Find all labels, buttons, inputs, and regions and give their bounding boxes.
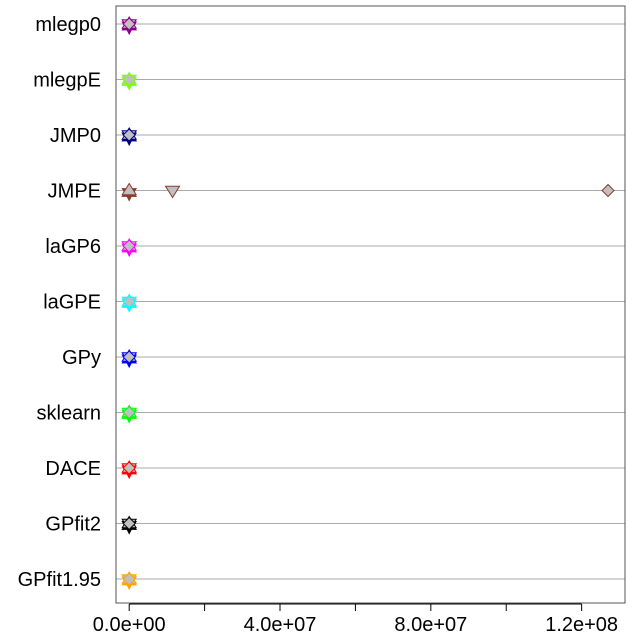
y-tick-label: laGP6 [45,236,101,258]
x-axis: 0.0e+00 4.0e+07 8.0e+07 1.2e+08 [93,603,618,636]
data-point-diamond [122,350,136,364]
x-tick-label: 0.0e+00 [93,614,166,636]
grid-lines [116,23,625,580]
y-tick-label: JMPE [48,181,101,203]
data-point-triangle-up [121,182,138,196]
y-tick-label: laGPE [43,292,101,314]
data-point-diamond [122,294,136,309]
plot-frame [115,5,626,604]
y-tick-label: JMP0 [50,125,101,147]
y-tick-label: GPy [62,347,101,369]
data-point-diamond [122,72,136,87]
data-point-diamond [122,128,136,142]
y-tick-label: GPfit2 [45,514,101,536]
data-point-triangle-down [164,185,181,199]
y-tick-label: DACE [45,458,101,480]
x-tick-label: 8.0e+07 [394,614,467,636]
data-point-diamond [601,183,615,198]
x-tick-label: 1.2e+08 [545,614,618,636]
y-tick-label: mlegpE [33,70,101,92]
data-point-diamond [122,17,136,31]
data-point-diamond [122,239,136,253]
x-tick-label: 4.0e+07 [244,614,317,636]
y-tick-label: sklearn [37,403,101,425]
data-point-diamond [122,516,136,531]
data-point-diamond [122,405,136,420]
y-tick-label: mlegp0 [35,14,101,36]
y-tick-labels: mlegp0 mlegpE JMP0 JMPE laGP6 laGPE GPy sklearn… [18,14,101,591]
data-point-diamond [122,572,136,586]
y-tick-label: GPfit1.95 [18,569,101,591]
data-point-diamond [122,461,136,475]
data-points [121,16,615,591]
